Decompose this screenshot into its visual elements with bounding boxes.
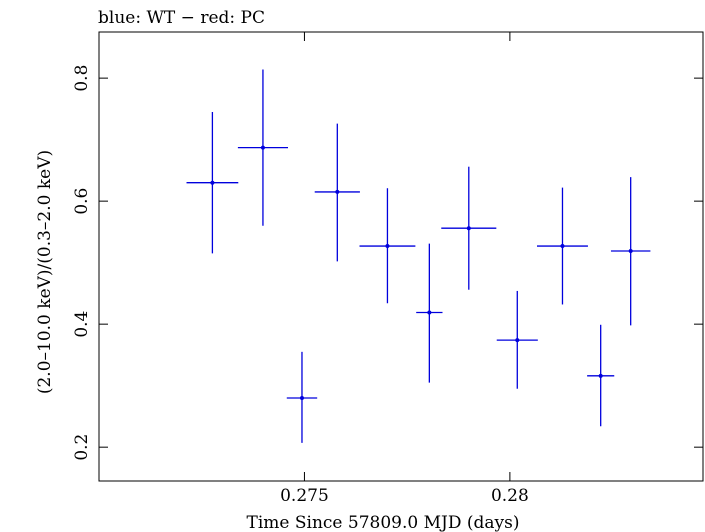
data-point [416, 243, 443, 383]
data-marker [598, 373, 603, 378]
data-point [286, 351, 318, 443]
y-axis-label: (2.0–10.0 keV)/(0.3–2.0 keV) [35, 150, 55, 394]
data-marker [560, 244, 565, 249]
data-point [237, 69, 289, 226]
data-marker [260, 145, 265, 150]
plot-frame [98, 31, 704, 482]
data-marker [299, 395, 304, 400]
data-point [537, 187, 588, 305]
x-axis-ticks: 0.275 0.28 [280, 32, 529, 506]
data-point [441, 166, 497, 290]
y-axis-ticks: 0.2 0.4 0.6 0.8 [72, 65, 703, 461]
x-axis-label: Time Since 57809.0 MJD (days) [247, 513, 520, 532]
y-tick-label: 0.6 [72, 188, 92, 215]
data-marker [210, 180, 215, 185]
x-tick-label: 0.28 [491, 486, 529, 506]
data-marker [466, 226, 471, 231]
data-point [496, 290, 538, 389]
data-point [587, 324, 615, 427]
series-wt [186, 69, 651, 443]
data-point [610, 177, 651, 326]
data-marker [628, 248, 633, 253]
data-marker [335, 189, 340, 194]
data-point [359, 188, 416, 304]
x-tick-label: 0.275 [280, 486, 329, 506]
chart-title: blue: WT − red: PC [98, 8, 265, 28]
y-tick-label: 0.4 [72, 311, 92, 338]
data-marker [515, 338, 520, 343]
y-tick-label: 0.2 [72, 434, 92, 461]
data-marker [427, 310, 432, 315]
y-tick-label: 0.8 [72, 65, 92, 92]
data-point [314, 123, 360, 262]
data-point [186, 111, 239, 254]
data-marker [385, 244, 390, 249]
